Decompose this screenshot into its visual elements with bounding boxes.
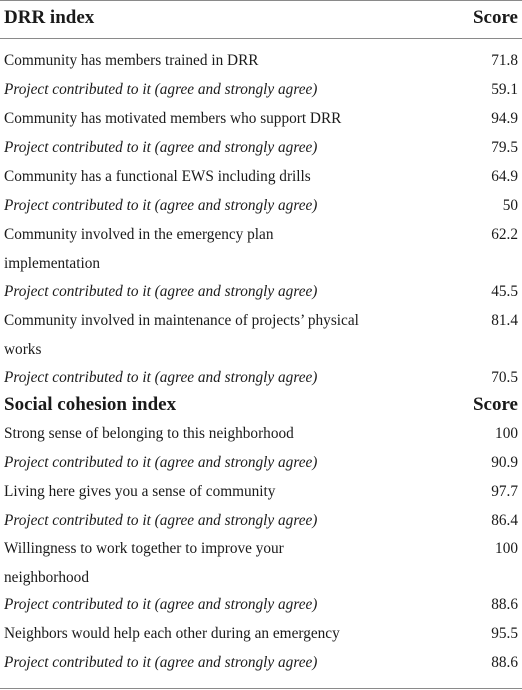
row-score: 62.2 (491, 226, 518, 243)
social-cohesion-heading: Social cohesion index (4, 394, 177, 415)
row-label: Community has a functional EWS including… (4, 168, 311, 185)
row-score: 90.9 (491, 454, 518, 471)
row-score: 88.6 (491, 596, 518, 613)
row-score: 71.8 (491, 52, 518, 69)
row-label: Strong sense of belonging to this neighb… (4, 425, 294, 442)
row-score: 94.9 (491, 110, 518, 127)
row-score: 70.5 (491, 369, 518, 386)
row-label: Community has motivated members who supp… (4, 110, 342, 127)
drr-score-heading: Score (472, 7, 518, 28)
table-top-rule (0, 0, 522, 1)
row-label: Project contributed to it (agree and str… (4, 139, 318, 156)
row-label: Project contributed to it (agree and str… (4, 654, 318, 671)
row-score: 45.5 (491, 283, 518, 300)
row-label: Project contributed to it (agree and str… (4, 454, 318, 471)
drr-index-header-row: DRR index Score (0, 4, 522, 32)
row-score: 100 (495, 425, 518, 442)
row-score: 100 (495, 540, 518, 557)
table-header-rule (0, 38, 522, 39)
row-score: 97.7 (491, 483, 518, 500)
row-score: 86.4 (491, 512, 518, 529)
row-label: Neighbors would help each other during a… (4, 625, 340, 642)
row-label: Project contributed to it (agree and str… (4, 596, 318, 613)
social-score-heading: Score (472, 394, 518, 415)
row-score: 81.4 (491, 312, 518, 329)
row-score: 50 (502, 197, 518, 214)
social-cohesion-header-row: Social cohesion index Score (0, 391, 522, 419)
row-label: Project contributed to it (agree and str… (4, 81, 318, 98)
row-label: Project contributed to it (agree and str… (4, 369, 318, 386)
row-score: 88.6 (491, 654, 518, 671)
row-label: Project contributed to it (agree and str… (4, 283, 318, 300)
row-label: Living here gives you a sense of communi… (4, 483, 276, 500)
table-bottom-rule (0, 688, 522, 689)
row-score: 64.9 (491, 168, 518, 185)
row-label: Project contributed to it (agree and str… (4, 197, 318, 214)
row-label: Willingness to work together to improve … (4, 540, 284, 586)
row-score: 59.1 (491, 81, 518, 98)
row-label: Project contributed to it (agree and str… (4, 512, 318, 529)
drr-index-heading: DRR index (4, 7, 95, 28)
row-label: Community involved in maintenance of pro… (4, 312, 359, 358)
row-label: Community has members trained in DRR (4, 52, 259, 69)
row-label: Community involved in the emergency plan… (4, 226, 274, 272)
row-score: 79.5 (491, 139, 518, 156)
row-score: 95.5 (491, 625, 518, 642)
